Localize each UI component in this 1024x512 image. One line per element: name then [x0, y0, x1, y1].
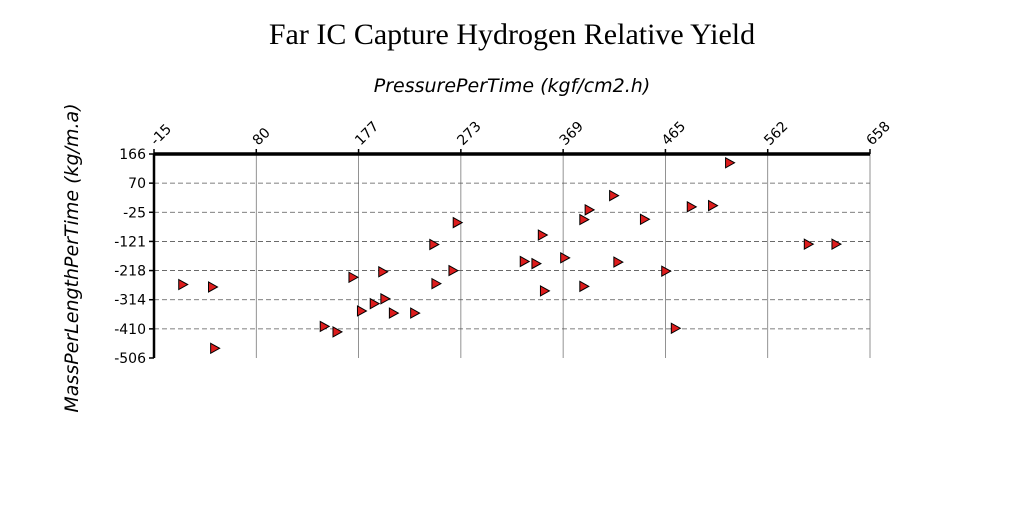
data-point — [560, 251, 571, 264]
y-tick-label: -218 — [114, 264, 146, 280]
data-point — [210, 342, 221, 355]
data-point — [452, 216, 464, 229]
data-point — [332, 326, 344, 338]
data-point — [537, 229, 549, 241]
x-tick-label: 369 — [557, 119, 587, 149]
x-tick-label: 80 — [250, 125, 274, 149]
data-point — [708, 199, 719, 212]
data-point — [348, 271, 359, 284]
data-point — [208, 281, 219, 293]
data-point — [584, 204, 596, 216]
data-point — [380, 292, 391, 305]
x-tick-label: 465 — [659, 119, 689, 149]
y-axis-label: MassPerLengthPerTime (kg/m.a) — [61, 103, 83, 412]
y-tick-label: -410 — [114, 322, 146, 338]
data-point — [831, 238, 842, 251]
axes — [149, 149, 871, 359]
data-point — [670, 322, 682, 335]
data-point — [531, 257, 542, 270]
x-axis-label: PressurePerTime (kgf/cm2.h) — [374, 75, 650, 97]
data-point — [661, 265, 672, 278]
x-tick-label: 658 — [864, 119, 894, 149]
y-tick-label: -25 — [123, 205, 146, 221]
data-point — [431, 277, 442, 290]
y-tick-label: 70 — [128, 176, 146, 192]
data-point — [388, 307, 400, 319]
data-point — [519, 255, 531, 268]
y-tick-label: -121 — [114, 234, 146, 250]
y-tick-label: 166 — [119, 147, 146, 163]
data-point — [178, 278, 189, 291]
chart-title: Far IC Capture Hydrogen Relative Yield — [269, 18, 755, 51]
data-point — [803, 238, 815, 251]
data-point — [686, 200, 698, 213]
y-tick-label: -314 — [114, 293, 146, 309]
data-point — [613, 256, 624, 268]
data-point — [639, 213, 651, 226]
data-point — [378, 265, 389, 278]
data-point — [579, 280, 590, 293]
y-tick-label: -506 — [114, 351, 146, 367]
data-point — [609, 189, 620, 202]
data-points — [178, 156, 842, 355]
x-tick-label: 177 — [352, 119, 382, 149]
data-point — [369, 297, 381, 310]
data-point — [410, 307, 421, 319]
data-point — [579, 213, 590, 226]
data-point — [319, 320, 331, 333]
data-point — [539, 285, 551, 297]
data-point — [448, 264, 459, 277]
x-tick-label: 562 — [761, 119, 791, 149]
x-tick-label: -15 — [148, 121, 175, 148]
grid — [154, 154, 871, 358]
tick-labels: -15 80 177 273 369 465 562 658 166 70 -25 -121 -218 -… — [114, 119, 894, 367]
x-tick-label: 273 — [454, 119, 484, 149]
data-point — [725, 156, 736, 169]
data-point — [429, 238, 440, 251]
data-point — [356, 305, 368, 317]
